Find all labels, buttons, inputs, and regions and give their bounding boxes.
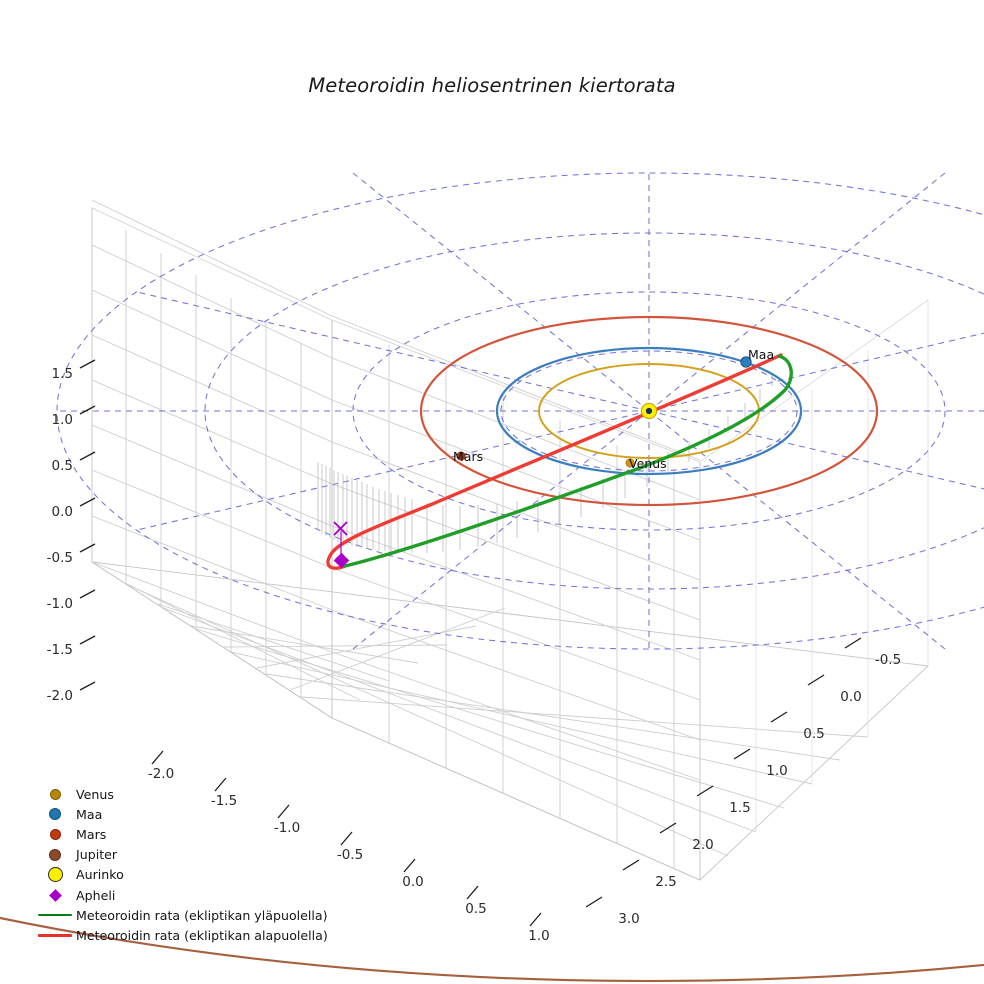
red-line-icon <box>34 934 76 937</box>
legend-item-mars[interactable]: Mars <box>34 824 364 844</box>
chart-title: Meteoroidin heliosentrinen kiertorata <box>308 74 676 97</box>
tick-left-6: -1.5 <box>46 642 73 658</box>
tick-left-3: 0.0 <box>51 504 73 520</box>
legend-label-venus: Venus <box>76 786 114 802</box>
legend-item-orbit-below[interactable]: Meteoroidin rata (ekliptikan alapuolella… <box>34 925 364 945</box>
polar-grid <box>56 172 984 650</box>
legend-label-orbit-above: Meteoroidin rata (ekliptikan yläpuolella… <box>76 907 328 923</box>
legend-label-jupiter: Jupiter <box>76 847 118 863</box>
meteoroid-orbit-below <box>326 353 783 570</box>
tick-bottom-2: -1.0 <box>273 820 301 836</box>
tick-left-7: -2.0 <box>46 688 73 704</box>
tick-left-5: -1.0 <box>46 596 73 612</box>
legend-item-jupiter[interactable]: Jupiter <box>34 845 364 865</box>
tick-bottom-3: -0.5 <box>336 847 364 863</box>
earth-dot-icon <box>34 808 76 821</box>
legend-label-apheli: Apheli <box>76 887 116 903</box>
sun-marker <box>640 402 658 420</box>
axes-box-grid <box>91 199 930 881</box>
legend-label-aurinko: Aurinko <box>76 867 124 883</box>
mars-orbit <box>419 315 879 507</box>
label-maa: Maa <box>748 347 775 362</box>
tick-right-7: 3.0 <box>618 911 640 927</box>
tick-bottom-4: 0.0 <box>402 874 424 890</box>
legend-label-maa: Maa <box>76 806 103 822</box>
legend-item-orbit-above[interactable]: Meteoroidin rata (ekliptikan yläpuolella… <box>34 905 364 925</box>
legend-item-venus[interactable]: Venus <box>34 784 364 804</box>
legend-item-aurinko[interactable]: Aurinko <box>34 865 364 885</box>
tick-right-1: 0.0 <box>840 689 862 705</box>
label-venus: Venus <box>629 456 667 471</box>
tick-bottom-0: -2.0 <box>147 766 175 782</box>
legend-label-orbit-below: Meteoroidin rata (ekliptikan alapuolella… <box>76 927 328 943</box>
meteoroid-orbit-above <box>343 354 793 568</box>
tick-right-4: 1.5 <box>729 800 751 816</box>
venus-dot-icon <box>34 788 76 800</box>
legend: Venus Maa Mars Jupiter Aurinko <box>34 784 364 946</box>
jupiter-dot-icon <box>34 848 76 861</box>
legend-item-maa[interactable]: Maa <box>34 804 364 824</box>
earth-orbit <box>495 346 803 476</box>
legend-label-mars: Mars <box>76 826 107 842</box>
tick-left-1: 1.0 <box>51 412 73 428</box>
tick-right-3: 1.0 <box>766 763 788 779</box>
aphelion-diamond-icon <box>34 888 76 902</box>
venus-marker <box>625 458 635 468</box>
tick-left-0: 1.5 <box>51 366 73 382</box>
tick-left-2: 0.5 <box>51 458 73 474</box>
sun-icon <box>34 867 76 883</box>
tick-left-4: -0.5 <box>46 550 73 566</box>
stem-lines <box>317 375 773 553</box>
legend-item-apheli[interactable]: Apheli <box>34 885 364 905</box>
tick-marks <box>79 359 862 927</box>
mars-dot-icon <box>34 828 76 840</box>
tick-bottom-6: 1.0 <box>528 928 550 944</box>
tick-bottom-1: -1.5 <box>210 793 238 809</box>
tick-right-5: 2.0 <box>692 837 714 853</box>
earth-marker <box>740 356 752 368</box>
label-mars: Mars <box>453 449 484 464</box>
tick-right-2: 0.5 <box>803 726 825 742</box>
tick-bottom-5: 0.5 <box>465 901 487 917</box>
tick-right-6: 2.5 <box>655 874 677 890</box>
mars-marker <box>456 451 466 461</box>
green-line-icon <box>34 914 76 917</box>
tick-right-0: -0.5 <box>874 652 902 668</box>
